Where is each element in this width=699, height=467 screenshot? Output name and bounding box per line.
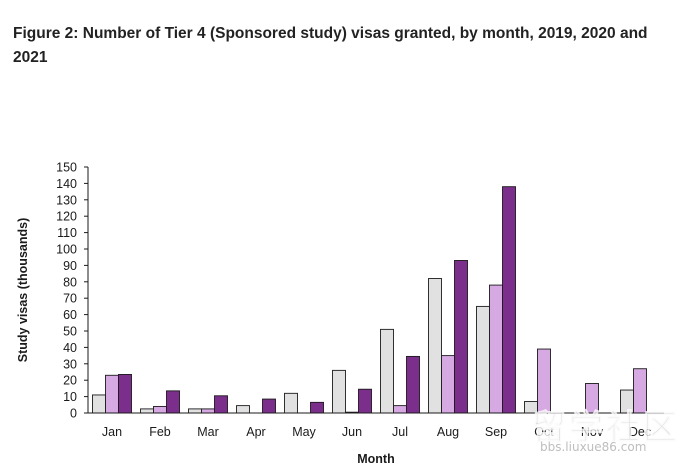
bar-jan-series-1 (92, 394, 106, 414)
bar-oct-series-1 (524, 401, 538, 414)
y-tick-label-50: 50 (63, 325, 77, 339)
y-tick-label-140: 140 (56, 177, 77, 191)
y-tick-label-100: 100 (56, 243, 77, 257)
x-tick-label-mar: Mar (197, 425, 219, 439)
bar-dec-series-2 (633, 368, 647, 414)
bar-mar-series-3 (214, 395, 228, 414)
y-tick-label-10: 10 (63, 390, 77, 404)
chart-title: Figure 2: Number of Tier 4 (Sponsored st… (13, 25, 648, 66)
x-tick-label-oct: Oct (534, 425, 554, 439)
axes-layer: Jan Feb Mar Apr May Jun Jul Aug Sep Oct Nov Dec 0 10 2… (56, 161, 664, 439)
bar-may-series-1 (284, 392, 298, 414)
x-tick-label-dec: Dec (629, 425, 651, 439)
y-tick-label-110: 110 (57, 226, 77, 240)
y-tick-label-0: 0 (70, 407, 77, 421)
y-tick-label-20: 20 (63, 374, 77, 388)
x-tick-label-feb: Feb (149, 425, 171, 439)
bar-nov-series-2 (585, 383, 599, 414)
bar-feb-series-1 (140, 408, 154, 414)
y-axis-title: Study visas (thousands) (16, 218, 30, 362)
bar-feb-series-2 (153, 405, 167, 414)
y-tick-label-30: 30 (63, 357, 77, 371)
bar-sep-series-1 (476, 305, 490, 414)
bar-sep-series-2 (489, 284, 503, 414)
y-tick-label-130: 130 (56, 193, 77, 207)
x-tick-label-jun: Jun (342, 425, 362, 439)
x-tick-label-jan: Jan (102, 425, 122, 439)
bar-jul-series-2 (393, 405, 407, 414)
y-tick-label-70: 70 (63, 292, 77, 306)
y-tick-label-40: 40 (63, 341, 77, 355)
bar-mar-series-2 (201, 408, 215, 414)
bar-aug-series-3 (454, 260, 468, 414)
y-tick-label-60: 60 (63, 308, 77, 322)
bar-jan-series-3 (118, 374, 132, 414)
bar-may-series-3 (310, 401, 324, 414)
bar-mar-series-1 (188, 408, 202, 414)
bar-sep-series-3 (502, 186, 516, 414)
bars-layer (92, 186, 647, 414)
x-tick-label-apr: Apr (246, 425, 265, 439)
y-tick-label-120: 120 (56, 210, 77, 224)
x-tick-label-aug: Aug (437, 425, 459, 439)
bar-apr-series-3 (262, 398, 276, 414)
bar-aug-series-1 (428, 278, 442, 414)
y-tick-label-80: 80 (63, 275, 77, 289)
bar-oct-series-2 (537, 348, 551, 414)
x-tick-label-jul: Jul (392, 425, 408, 439)
bar-dec-series-1 (620, 389, 634, 414)
y-tick-label-90: 90 (63, 259, 77, 273)
x-tick-label-may: May (292, 425, 316, 439)
bar-jun-series-1 (332, 369, 346, 414)
bar-jul-series-3 (406, 355, 420, 414)
y-tick-label-150: 150 (56, 161, 77, 175)
x-tick-label-nov: Nov (581, 425, 604, 439)
bar-apr-series-1 (236, 405, 250, 414)
x-axis-title: Month (357, 452, 394, 466)
bar-feb-series-3 (166, 390, 180, 414)
bar-jun-series-3 (358, 388, 372, 414)
bar-aug-series-2 (441, 355, 455, 414)
bar-jul-series-1 (380, 328, 394, 414)
x-tick-label-sep: Sep (485, 425, 507, 439)
bar-jan-series-2 (105, 374, 119, 414)
